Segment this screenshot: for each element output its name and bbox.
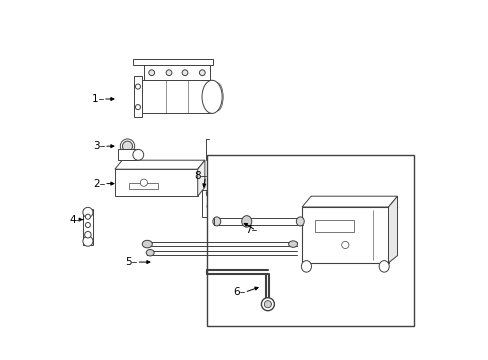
Circle shape xyxy=(182,70,187,76)
Text: 6: 6 xyxy=(233,287,240,297)
Bar xyxy=(129,183,158,189)
Ellipse shape xyxy=(378,261,388,272)
Circle shape xyxy=(206,189,215,198)
Text: 2: 2 xyxy=(93,179,99,189)
Text: 8: 8 xyxy=(194,171,201,181)
Ellipse shape xyxy=(301,261,311,272)
Bar xyxy=(115,169,197,196)
Bar xyxy=(82,209,93,245)
Circle shape xyxy=(199,70,205,76)
Circle shape xyxy=(206,203,214,210)
Ellipse shape xyxy=(123,149,134,160)
Ellipse shape xyxy=(241,216,251,227)
Ellipse shape xyxy=(133,149,143,160)
Ellipse shape xyxy=(296,217,304,226)
Circle shape xyxy=(85,222,90,228)
Circle shape xyxy=(341,241,348,248)
Bar xyxy=(118,149,138,160)
Circle shape xyxy=(261,298,274,311)
Text: 3: 3 xyxy=(93,141,99,151)
Ellipse shape xyxy=(212,217,220,226)
Bar xyxy=(206,155,413,326)
Circle shape xyxy=(82,236,93,246)
Ellipse shape xyxy=(142,240,152,248)
Bar xyxy=(302,207,387,263)
Bar xyxy=(314,220,353,232)
Circle shape xyxy=(140,179,147,186)
Circle shape xyxy=(122,141,132,151)
Circle shape xyxy=(264,301,271,308)
Bar xyxy=(134,76,142,117)
Polygon shape xyxy=(115,160,204,169)
Ellipse shape xyxy=(288,241,297,247)
Text: 5: 5 xyxy=(125,257,132,267)
Bar xyxy=(143,65,210,80)
Ellipse shape xyxy=(146,249,154,256)
Bar xyxy=(202,190,219,217)
Circle shape xyxy=(148,70,154,76)
Bar xyxy=(142,80,212,113)
Text: 1: 1 xyxy=(92,94,98,104)
Bar xyxy=(133,59,213,65)
Polygon shape xyxy=(197,160,204,196)
Polygon shape xyxy=(387,196,397,263)
Circle shape xyxy=(135,104,140,109)
Polygon shape xyxy=(302,196,397,207)
Circle shape xyxy=(85,214,90,219)
Circle shape xyxy=(135,84,140,89)
Circle shape xyxy=(84,231,91,238)
Circle shape xyxy=(82,207,93,217)
Ellipse shape xyxy=(202,80,222,113)
Circle shape xyxy=(166,70,172,76)
Text: 4: 4 xyxy=(69,215,76,225)
Text: 7: 7 xyxy=(244,225,251,235)
